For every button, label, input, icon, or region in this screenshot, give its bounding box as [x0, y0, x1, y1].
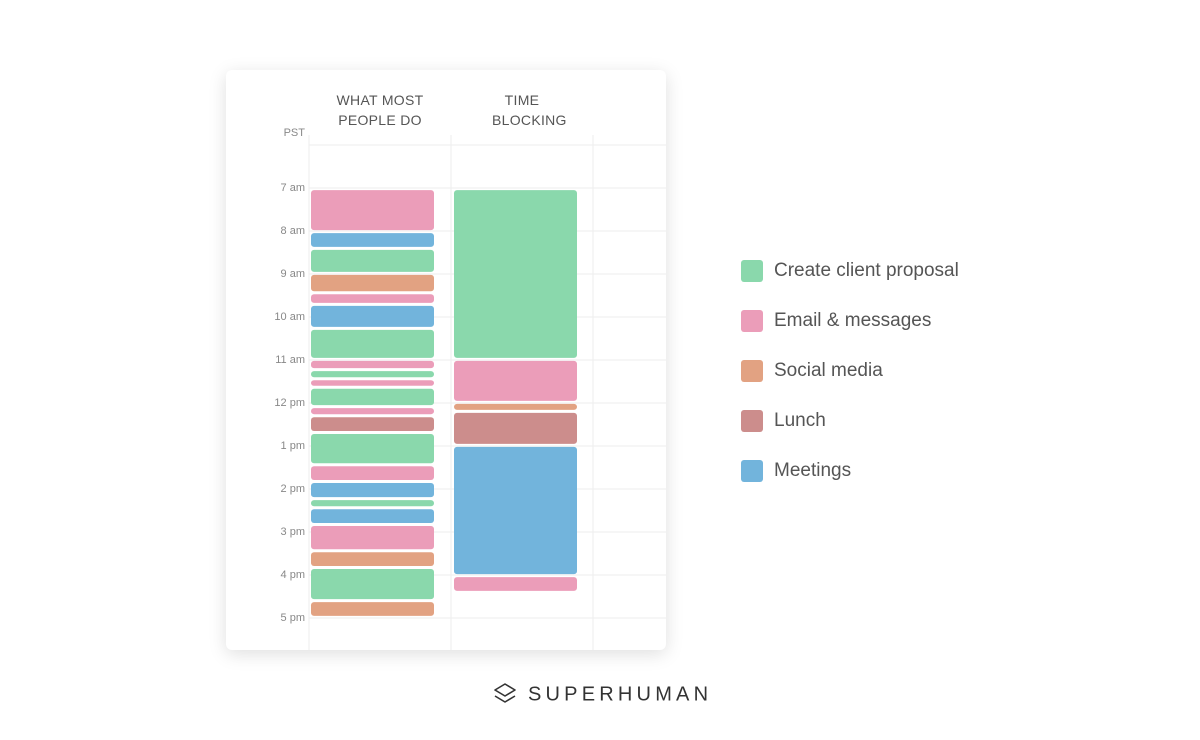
time-label: PST [284, 127, 306, 139]
time-label: 5 pm [281, 612, 305, 624]
time-block [311, 294, 434, 303]
legend-label: Lunch [774, 410, 826, 431]
time-block [454, 577, 577, 591]
time-block [311, 408, 434, 415]
legend-swatch [741, 260, 763, 282]
time-block [311, 249, 434, 272]
legend-swatch [741, 460, 763, 482]
time-block [311, 274, 434, 292]
time-block [311, 417, 434, 431]
time-block [311, 233, 434, 247]
time-block [454, 403, 577, 410]
time-block [454, 446, 577, 575]
time-block [311, 388, 434, 406]
time-block [311, 602, 434, 616]
time-label: 1 pm [281, 440, 305, 452]
time-label: 11 am [275, 354, 305, 366]
time-block [311, 500, 434, 507]
time-block [454, 360, 577, 401]
time-label: 12 pm [274, 397, 305, 409]
time-block [311, 380, 434, 386]
legend-label: Email & messages [774, 310, 931, 331]
time-block [311, 552, 434, 566]
time-block [311, 466, 434, 480]
time-label: 8 am [281, 225, 305, 237]
time-label: 2 pm [281, 483, 305, 495]
time-label: 9 am [281, 268, 305, 280]
brand-logo [494, 683, 516, 703]
time-block [311, 190, 434, 231]
time-block [311, 329, 434, 358]
time-block [311, 525, 434, 550]
time-label: 4 pm [281, 569, 305, 581]
time-block [311, 360, 434, 369]
legend-swatch [741, 410, 763, 432]
legend-label: Create client proposal [774, 260, 959, 281]
column-title: TIME BLOCKING [492, 92, 567, 128]
time-label: 10 am [274, 311, 305, 323]
time-label: 3 pm [281, 526, 305, 538]
legend-label: Social media [774, 360, 883, 381]
legend-swatch [741, 360, 763, 382]
time-block [311, 568, 434, 600]
column-title: WHAT MOST PEOPLE DO [336, 92, 424, 128]
legend-label: Meetings [774, 460, 851, 481]
time-label: 7 am [281, 182, 305, 194]
time-block [454, 412, 577, 444]
time-block [311, 482, 434, 498]
legend-swatch [741, 310, 763, 332]
time-block [311, 433, 434, 464]
time-block [311, 305, 434, 327]
time-block [311, 509, 434, 523]
brand: SUPERHUMAN [528, 683, 712, 705]
time-block [311, 371, 434, 378]
time-block [454, 190, 577, 358]
